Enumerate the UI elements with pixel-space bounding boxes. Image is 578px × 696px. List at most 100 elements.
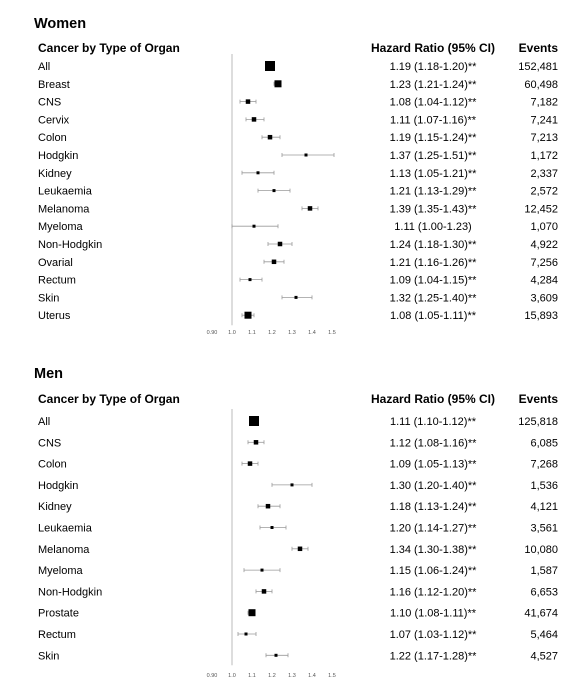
- row-label: All: [38, 61, 50, 73]
- row-label: Rectum: [38, 629, 76, 641]
- row-hazard-ratio-text: 1.39 (1.35-1.43)**: [390, 203, 478, 215]
- point-estimate-marker: [251, 117, 257, 122]
- point-estimate-marker: [252, 224, 256, 228]
- point-estimate-marker: [307, 206, 313, 211]
- point-estimate-marker: [297, 546, 303, 552]
- point-estimate-marker: [274, 653, 278, 657]
- row-events: 3,561: [530, 523, 558, 535]
- row-label: Skin: [38, 292, 59, 304]
- point-estimate-marker: [253, 440, 259, 445]
- x-tick-label: 1.3: [288, 330, 296, 336]
- row-label: Colon: [38, 459, 67, 471]
- x-tick-label: 0.90: [207, 673, 218, 679]
- row-label: Prostate: [38, 608, 79, 620]
- row-events: 125,818: [518, 416, 558, 428]
- point-estimate-marker: [270, 526, 274, 529]
- section-title: Women: [34, 16, 86, 32]
- row-events: 7,182: [530, 97, 558, 109]
- row-hazard-ratio-text: 1.32 (1.25-1.40)**: [390, 292, 478, 304]
- point-estimate-marker: [244, 311, 252, 319]
- row-label: Colon: [38, 132, 67, 144]
- x-tick-label: 1.0: [228, 673, 236, 679]
- row-hazard-ratio-text: 1.16 (1.12-1.20)**: [390, 586, 478, 598]
- point-estimate-marker: [244, 632, 248, 636]
- point-estimate-marker: [290, 483, 294, 487]
- row-hazard-ratio-text: 1.12 (1.08-1.16)**: [390, 437, 478, 449]
- row-events: 4,527: [530, 650, 558, 662]
- row-label: Cervix: [38, 114, 70, 126]
- row-hazard-ratio-text: 1.30 (1.20-1.40)**: [390, 480, 478, 492]
- point-estimate-marker: [277, 241, 283, 247]
- row-label: Melanoma: [38, 203, 90, 215]
- row-hazard-ratio-text: 1.37 (1.25-1.51)**: [390, 150, 478, 162]
- point-estimate-marker: [304, 153, 308, 157]
- row-label: CNS: [38, 437, 61, 449]
- row-events: 2,572: [530, 186, 558, 198]
- point-estimate-marker: [265, 503, 271, 509]
- point-estimate-marker: [248, 278, 252, 282]
- row-events: 12,452: [524, 203, 558, 215]
- x-tick-label: 1.1: [248, 673, 256, 679]
- row-hazard-ratio-text: 1.13 (1.05-1.21)**: [390, 168, 478, 180]
- row-label: Leukaemia: [38, 523, 93, 535]
- row-events: 7,256: [530, 257, 558, 269]
- row-hazard-ratio-text: 1.21 (1.16-1.26)**: [390, 257, 478, 269]
- row-hazard-ratio-text: 1.11 (1.10-1.12)**: [390, 416, 477, 428]
- row-events: 1,587: [530, 565, 558, 577]
- point-estimate-marker: [249, 416, 259, 426]
- row-label: Hodgkin: [38, 150, 78, 162]
- row-events: 7,213: [530, 132, 558, 144]
- row-events: 2,337: [530, 168, 558, 180]
- x-tick-label: 1.4: [308, 673, 316, 679]
- row-events: 1,172: [530, 150, 558, 162]
- row-label: Breast: [38, 79, 70, 91]
- row-label: Melanoma: [38, 544, 90, 556]
- row-hazard-ratio-text: 1.08 (1.04-1.12)**: [390, 97, 478, 109]
- x-tick-label: 1.0: [228, 330, 236, 336]
- row-label: Hodgkin: [38, 480, 78, 492]
- x-tick-label: 1.3: [288, 673, 296, 679]
- row-label: CNS: [38, 97, 61, 109]
- point-estimate-marker: [271, 259, 277, 265]
- row-hazard-ratio-text: 1.21 (1.13-1.29)**: [390, 186, 478, 198]
- x-tick-label: 1.5: [328, 330, 336, 336]
- column-header-events: Events: [519, 41, 559, 55]
- row-events: 41,674: [524, 608, 558, 620]
- row-label: Skin: [38, 650, 59, 662]
- column-header-hazard-ratio: Hazard Ratio (95% CI): [371, 392, 495, 406]
- row-label: Uterus: [38, 310, 71, 322]
- x-tick-label: 1.2: [268, 673, 276, 679]
- row-label: Myeloma: [38, 221, 84, 233]
- row-hazard-ratio-text: 1.11 (1.00-1.23): [394, 221, 471, 233]
- row-hazard-ratio-text: 1.10 (1.08-1.11)**: [390, 608, 477, 620]
- row-events: 60,498: [524, 79, 558, 91]
- x-tick-label: 1.2: [268, 330, 276, 336]
- row-label: Myeloma: [38, 565, 84, 577]
- row-hazard-ratio-text: 1.34 (1.30-1.38)**: [390, 544, 478, 556]
- column-header-events: Events: [519, 392, 559, 406]
- row-label: All: [38, 416, 50, 428]
- row-events: 7,268: [530, 459, 558, 471]
- row-hazard-ratio-text: 1.15 (1.06-1.24)**: [390, 565, 478, 577]
- row-hazard-ratio-text: 1.19 (1.15-1.24)**: [390, 132, 478, 144]
- x-tick-label: 0.90: [207, 330, 218, 336]
- row-label: Non-Hodgkin: [38, 239, 102, 251]
- x-tick-label: 1.1: [248, 330, 256, 336]
- row-events: 10,080: [524, 544, 558, 556]
- row-hazard-ratio-text: 1.22 (1.17-1.28)**: [390, 650, 478, 662]
- row-events: 152,481: [518, 61, 558, 73]
- row-events: 15,893: [524, 310, 558, 322]
- row-events: 6,653: [530, 586, 558, 598]
- point-estimate-marker: [265, 61, 275, 71]
- point-estimate-marker: [260, 568, 264, 572]
- row-events: 4,922: [530, 239, 558, 251]
- row-label: Ovarial: [38, 257, 73, 269]
- row-events: 3,609: [530, 292, 558, 304]
- point-estimate-marker: [247, 461, 253, 466]
- row-hazard-ratio-text: 1.09 (1.04-1.15)**: [390, 275, 478, 287]
- point-estimate-marker: [272, 189, 276, 193]
- row-hazard-ratio-text: 1.18 (1.13-1.24)**: [390, 501, 478, 513]
- row-events: 7,241: [530, 114, 558, 126]
- row-label: Kidney: [38, 168, 72, 180]
